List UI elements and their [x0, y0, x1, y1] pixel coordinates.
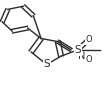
- Text: S: S: [43, 59, 50, 69]
- Text: O: O: [85, 35, 92, 44]
- Text: S: S: [74, 45, 81, 55]
- Text: N: N: [78, 51, 86, 61]
- Text: O: O: [85, 55, 92, 64]
